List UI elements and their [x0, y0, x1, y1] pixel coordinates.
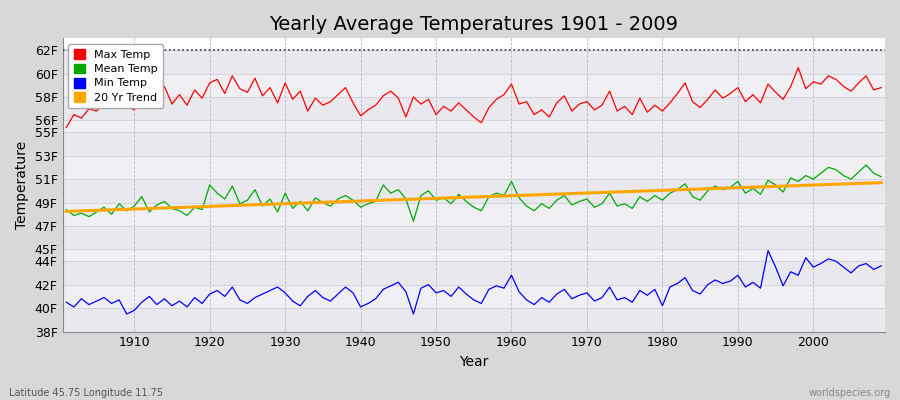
Bar [62, 120, 885, 132]
Bar [62, 97, 885, 120]
Bar [62, 250, 885, 261]
Bar [62, 202, 885, 226]
Text: Latitude 45.75 Longitude 11.75: Latitude 45.75 Longitude 11.75 [9, 388, 163, 398]
Y-axis label: Temperature: Temperature [15, 141, 29, 229]
X-axis label: Year: Year [459, 355, 489, 369]
Text: worldspecies.org: worldspecies.org [809, 388, 891, 398]
Bar [62, 74, 885, 97]
Legend: Max Temp, Mean Temp, Min Temp, 20 Yr Trend: Max Temp, Mean Temp, Min Temp, 20 Yr Tre… [68, 44, 163, 108]
Bar [62, 308, 885, 332]
Bar [62, 156, 885, 179]
Bar [62, 132, 885, 156]
Bar [62, 285, 885, 308]
Bar [62, 179, 885, 202]
Bar [62, 50, 885, 74]
Bar [62, 226, 885, 250]
Bar [62, 261, 885, 285]
Title: Yearly Average Temperatures 1901 - 2009: Yearly Average Temperatures 1901 - 2009 [269, 15, 679, 34]
